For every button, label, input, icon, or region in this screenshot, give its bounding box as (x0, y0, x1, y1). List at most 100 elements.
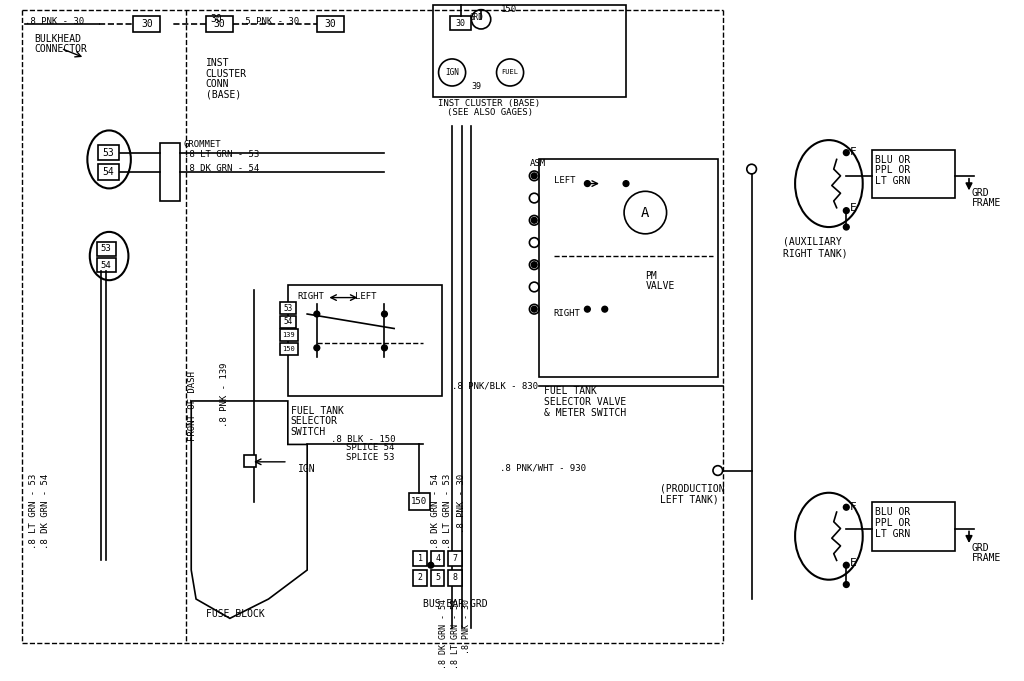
Bar (281, 302, 296, 314)
Text: IGN: IGN (445, 68, 459, 77)
Text: FUEL: FUEL (502, 69, 518, 76)
Text: .8 LT GRN - 53: .8 LT GRN - 53 (29, 473, 38, 549)
Text: 8: 8 (453, 573, 458, 582)
Bar (409, 493, 430, 510)
Bar (451, 16, 471, 30)
Text: .8 PNK - 30: .8 PNK - 30 (25, 18, 84, 27)
Bar (96, 258, 116, 272)
Circle shape (844, 224, 849, 230)
Text: F: F (850, 503, 857, 512)
Circle shape (531, 217, 538, 223)
Bar (433, 5, 626, 97)
Text: .8 DK GRN - 54: .8 DK GRN - 54 (431, 473, 440, 549)
Text: PPL OR: PPL OR (876, 165, 910, 175)
Text: E: E (850, 558, 857, 569)
Circle shape (314, 345, 319, 351)
Text: FUSE BLOCK: FUSE BLOCK (206, 609, 264, 619)
Text: SELECTOR: SELECTOR (291, 416, 338, 426)
Circle shape (585, 180, 590, 187)
Text: LT GRN: LT GRN (876, 528, 910, 539)
Bar (872, 150, 954, 198)
Text: RIGHT: RIGHT (554, 309, 581, 318)
Text: CONN: CONN (206, 79, 229, 89)
Text: .8 DK GRN - 54: .8 DK GRN - 54 (41, 473, 50, 549)
Bar (414, 551, 427, 566)
Text: 53: 53 (100, 244, 112, 253)
Circle shape (531, 306, 538, 312)
Text: 30: 30 (325, 19, 336, 29)
Bar (449, 570, 462, 586)
Text: 150: 150 (412, 497, 427, 506)
Text: .8 PNK/BLK - 830: .8 PNK/BLK - 830 (453, 381, 538, 391)
Text: 139: 139 (283, 332, 295, 338)
Circle shape (531, 173, 538, 178)
Circle shape (844, 582, 849, 588)
Bar (281, 343, 298, 355)
Bar (431, 570, 444, 586)
Bar (161, 143, 179, 201)
Circle shape (428, 563, 434, 568)
Text: CLUSTER: CLUSTER (206, 69, 247, 78)
Text: (AUXILIARY: (AUXILIARY (783, 237, 843, 247)
Text: FRAME: FRAME (972, 553, 1001, 563)
Text: 2: 2 (418, 573, 423, 582)
Bar (539, 159, 718, 377)
Text: 39: 39 (471, 82, 481, 91)
Text: .8 DK GRN - 54: .8 DK GRN - 54 (184, 164, 260, 173)
Circle shape (844, 563, 849, 568)
Text: 30: 30 (213, 19, 225, 29)
Text: GRD: GRD (972, 189, 989, 198)
Text: SWITCH: SWITCH (291, 427, 326, 437)
Text: .8 LT GRN - 53: .8 LT GRN - 53 (452, 599, 460, 669)
Text: GRD: GRD (972, 543, 989, 553)
Text: INST CLUSTER (BASE): INST CLUSTER (BASE) (437, 99, 540, 108)
Circle shape (844, 150, 849, 155)
Bar (316, 16, 344, 32)
Text: .8 LT GRN - 53: .8 LT GRN - 53 (184, 150, 260, 159)
Text: .8 DK GRN - 54: .8 DK GRN - 54 (438, 599, 447, 669)
Text: & METER SWITCH: & METER SWITCH (544, 408, 626, 417)
Text: FUEL TANK: FUEL TANK (544, 387, 597, 396)
Text: LEFT: LEFT (554, 176, 575, 185)
Text: 54: 54 (284, 317, 293, 326)
Bar (206, 16, 232, 32)
Text: 54: 54 (102, 167, 114, 177)
Text: (SEE ALSO GAGES): (SEE ALSO GAGES) (447, 108, 534, 117)
Text: BLU OR: BLU OR (876, 507, 910, 518)
Text: GROMMET: GROMMET (183, 140, 221, 149)
Bar (281, 316, 296, 328)
Text: 150: 150 (283, 346, 295, 352)
Bar (872, 503, 954, 551)
Text: INST: INST (206, 58, 229, 68)
Text: 30: 30 (141, 19, 153, 29)
Bar (281, 330, 298, 341)
Text: 30: 30 (211, 14, 222, 24)
Bar (414, 570, 427, 586)
Text: A: A (641, 206, 649, 219)
Text: 1: 1 (418, 554, 423, 563)
Text: FRONT OF DASH: FRONT OF DASH (188, 371, 198, 441)
Text: F: F (850, 147, 857, 157)
Text: LEFT TANK): LEFT TANK) (659, 494, 719, 505)
Text: SPLICE 53: SPLICE 53 (346, 453, 394, 462)
Circle shape (382, 345, 387, 351)
Text: LEFT: LEFT (355, 291, 377, 301)
Text: BLU OR: BLU OR (876, 155, 910, 165)
Text: (BASE): (BASE) (206, 90, 241, 100)
Text: 30: 30 (456, 18, 466, 28)
Text: PPL OR: PPL OR (876, 518, 910, 528)
Text: .8 PNK - 30: .8 PNK - 30 (462, 599, 471, 654)
Text: PM: PM (645, 270, 657, 281)
Text: FRAME: FRAME (972, 198, 1001, 208)
Text: SPLICE 54: SPLICE 54 (346, 443, 394, 452)
Text: .8 PNK - 139: .8 PNK - 139 (220, 362, 229, 427)
Text: CONNECTOR: CONNECTOR (35, 44, 88, 54)
Text: LT GRN: LT GRN (876, 176, 910, 186)
Text: .8 PNK/WHT - 930: .8 PNK/WHT - 930 (501, 464, 587, 473)
Bar (245, 455, 256, 466)
Text: E: E (850, 203, 857, 213)
Text: RIGHT: RIGHT (298, 291, 325, 301)
Bar (449, 551, 462, 566)
Text: (PRODUCTION: (PRODUCTION (659, 483, 724, 493)
Bar (97, 164, 119, 180)
